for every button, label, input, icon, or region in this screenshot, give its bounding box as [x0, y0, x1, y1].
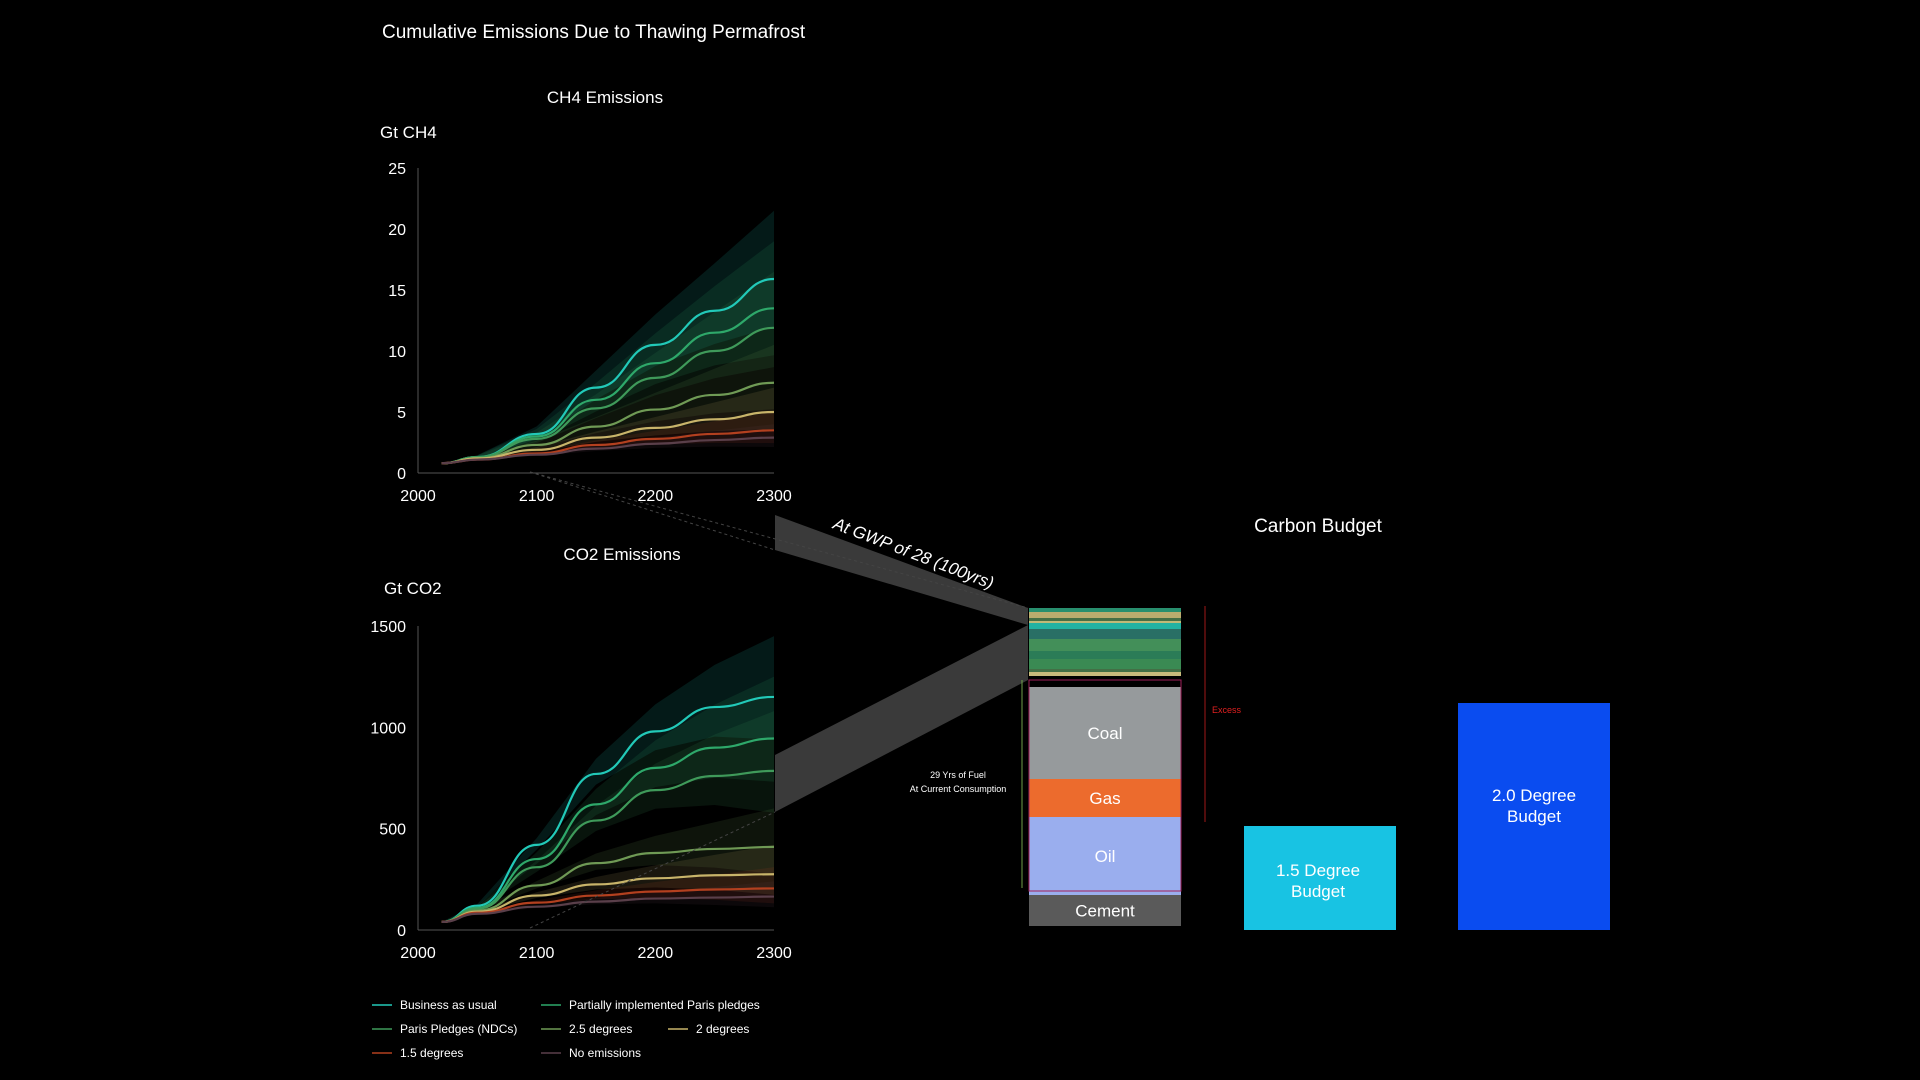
series-line [441, 769, 775, 923]
legend-label: Partially implemented Paris pledges [569, 998, 760, 1012]
budget-segment-gas [1029, 779, 1181, 817]
budget-2-0-bar: 2.0 Degree Budget [1458, 703, 1610, 930]
budget-segment-label: Oil [1095, 847, 1116, 866]
series-line [441, 410, 775, 465]
y-tick-label: 0 [397, 466, 406, 483]
legend-label: No emissions [569, 1046, 641, 1060]
budget-segment-label: Gas [1089, 789, 1120, 808]
co2-ylabel: Gt CO2 [384, 579, 442, 598]
y-tick-label: 15 [388, 283, 406, 300]
budget-title: Carbon Budget [1254, 516, 1383, 537]
series-band [441, 387, 774, 464]
legend-label: 2 degrees [696, 1022, 749, 1036]
budget-1-5-label-line1: 1.5 Degree [1276, 861, 1360, 880]
x-tick-label: 2300 [756, 488, 792, 505]
series-band [441, 271, 774, 464]
permafrost-layer [1029, 672, 1181, 676]
y-tick-label: 10 [388, 344, 406, 361]
series-line [441, 895, 775, 923]
co2-plot-area: 0 500 1000 1500 2000 2100 2200 2300 [370, 619, 791, 962]
figure-title: Cumulative Emissions Due to Thawing Perm… [382, 22, 806, 43]
permafrost-layer [1029, 659, 1181, 669]
series-line [441, 436, 775, 465]
budget-2-0-label-line2: Budget [1507, 807, 1561, 826]
legend-label: Business as usual [400, 998, 497, 1012]
series-band [441, 711, 774, 922]
co2-connector [529, 625, 1028, 929]
permafrost-layer [1029, 639, 1181, 651]
fuel-note-line1: 29 Yrs of Fuel [930, 770, 986, 780]
permafrost-layer [1029, 618, 1181, 623]
legend-label: 2.5 degrees [569, 1022, 632, 1036]
co2-chart-title: CO2 Emissions [563, 545, 680, 564]
permafrost-layer [1029, 669, 1181, 672]
y-tick-label: 5 [397, 405, 406, 422]
ch4-chart-title: CH4 Emissions [547, 88, 663, 107]
permafrost-layer [1029, 623, 1181, 629]
series-band [441, 808, 774, 922]
budget-segment-label: Cement [1075, 902, 1135, 921]
budget-2-0-label-line1: 2.0 Degree [1492, 786, 1576, 805]
x-tick-label: 2300 [756, 945, 792, 962]
legend-label: 1.5 degrees [400, 1046, 463, 1060]
x-tick-label: 2100 [519, 945, 555, 962]
y-tick-label: 1000 [370, 720, 406, 737]
series-line [441, 326, 775, 465]
series-band [441, 424, 774, 464]
fuel-note-line2: At Current Consumption [910, 784, 1007, 794]
budget-segment-cement [1029, 895, 1181, 926]
budget-stack: Cement Oil Gas Coal [1028, 679, 1182, 926]
budget-1-5-label-line2: Budget [1291, 882, 1345, 901]
fuel-outline [1028, 679, 1182, 892]
series-band [441, 344, 774, 464]
excess-label: Excess [1212, 705, 1242, 715]
series-line [441, 695, 775, 923]
permafrost-layer [1029, 612, 1181, 618]
y-tick-label: 500 [379, 822, 406, 839]
x-tick-label: 2200 [638, 488, 674, 505]
series-band [441, 210, 774, 464]
budget-segment-label: Coal [1088, 724, 1123, 743]
legend: Business as usual Partially implemented P… [372, 998, 760, 1060]
ch4-ylabel: Gt CH4 [380, 123, 437, 142]
budget-segment-oil [1029, 817, 1181, 895]
x-tick-label: 2000 [400, 488, 436, 505]
permafrost-layer [1029, 608, 1181, 612]
y-tick-label: 20 [388, 222, 406, 239]
ch4-plot-area: 0 5 10 15 20 25 2000 2100 2200 2300 [388, 161, 792, 505]
permafrost-layer [1029, 629, 1181, 639]
series-band [441, 412, 774, 464]
permafrost-layer [1029, 651, 1181, 659]
x-tick-label: 2100 [519, 488, 555, 505]
budget-1-5-bar: 1.5 Degree Budget [1244, 826, 1396, 930]
y-tick-label: 0 [397, 923, 406, 940]
series-line [441, 737, 775, 923]
x-tick-label: 2200 [638, 945, 674, 962]
budget-segment-coal [1029, 687, 1181, 779]
y-tick-label: 25 [388, 161, 406, 178]
series-band [441, 636, 774, 922]
y-tick-label: 1500 [370, 619, 406, 636]
legend-label: Paris Pledges (NDCs) [400, 1022, 517, 1036]
ch4-connector [529, 471, 1029, 625]
series-band [441, 676, 774, 922]
x-tick-label: 2000 [400, 945, 436, 962]
permafrost-stack [1029, 608, 1181, 676]
